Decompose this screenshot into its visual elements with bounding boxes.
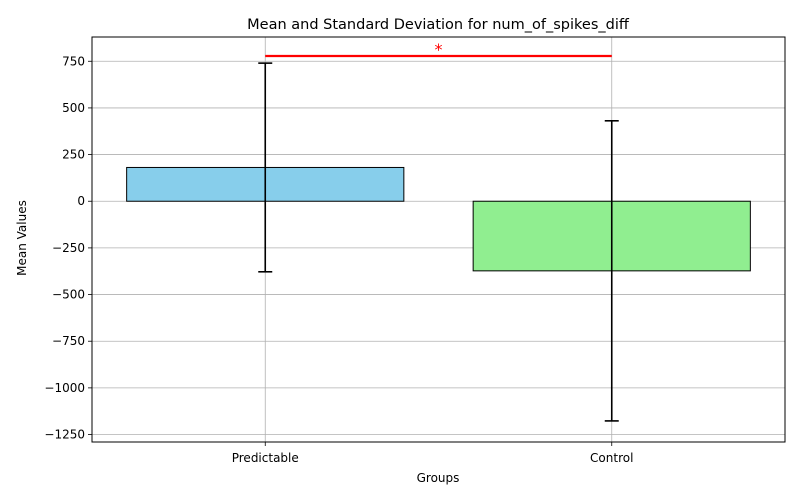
y-tick-label: 500 (62, 101, 85, 115)
y-axis-title: Mean Values (15, 200, 29, 276)
chart-title: Mean and Standard Deviation for num_of_s… (247, 17, 630, 33)
significance-star: * (435, 40, 443, 59)
x-tick-label: Control (590, 451, 633, 465)
plot-frame (91, 36, 786, 443)
y-tick-label: 0 (77, 194, 85, 208)
ticks: 750 500 250 0 −250 −500 −750 −1000 −1250 Predicta… (44, 54, 633, 465)
y-tick-label: 250 (62, 148, 85, 162)
y-tick-label: −250 (52, 241, 85, 255)
significance-marker: * (265, 40, 612, 59)
y-tick-label: 750 (62, 54, 85, 68)
y-tick-label: −1000 (44, 381, 85, 395)
y-tick-label: −1250 (44, 428, 85, 442)
y-tick-label: −750 (52, 334, 85, 348)
bars (126, 166, 751, 272)
x-tick-label: Predictable (232, 451, 299, 465)
y-tick-label: −500 (52, 288, 85, 302)
x-axis-title: Groups (417, 471, 460, 485)
error-bars (258, 62, 619, 422)
